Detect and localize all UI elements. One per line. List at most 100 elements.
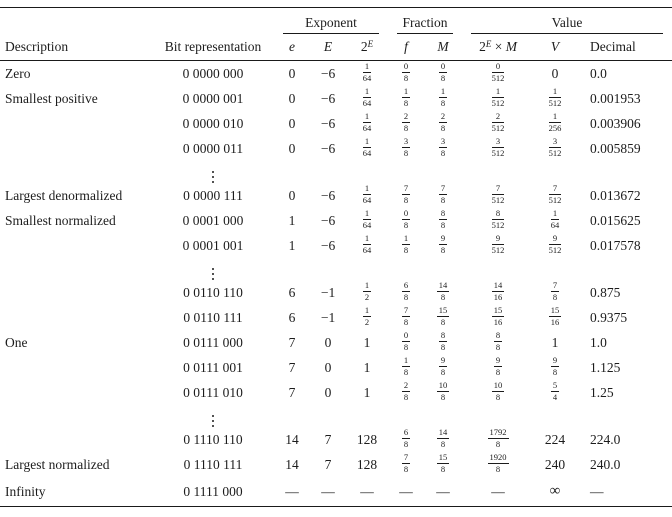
- column-header-V: V: [534, 34, 576, 61]
- cell-desc: Zero: [5, 65, 31, 81]
- group-header-label: Value: [471, 15, 663, 34]
- column-header-e: e: [274, 34, 310, 61]
- cell-e: 14: [285, 431, 299, 447]
- cell-p2EM: 8 512: [491, 207, 505, 230]
- cell-V: 15 16: [548, 304, 562, 327]
- cell-desc: Largest denormalized: [5, 187, 123, 203]
- group-header-fraction: Fraction: [388, 8, 462, 34]
- cell-dec: 240.0: [590, 456, 621, 472]
- cell-M: 10 8: [436, 379, 450, 402]
- cell-V: 224: [544, 431, 566, 447]
- cell-p2E: 1: [363, 384, 371, 400]
- cell-e: 0: [288, 90, 296, 106]
- cell-e: 7: [288, 359, 296, 375]
- cell-bits: 0 0001 001: [182, 237, 244, 253]
- table-body: Zero 0 0000 000 0 −6 1 64 0 8 0 8 0 512 0 0.0 Smallest…: [0, 61, 672, 507]
- cell-dec: 1.0: [590, 334, 607, 350]
- cell-e: 14: [285, 456, 299, 472]
- cell-p2EM: 10 8: [491, 379, 505, 402]
- cell-e: 1: [288, 237, 296, 253]
- cell-V: 1 64: [550, 207, 560, 230]
- cell-E: −1: [320, 284, 336, 300]
- cell-M: 15 8: [436, 451, 450, 474]
- cell-e: 0: [288, 65, 296, 81]
- cell-desc: Smallest normalized: [5, 212, 116, 228]
- cell-E: 0: [324, 334, 332, 350]
- table-row: One 0 0111 000 7 0 1 0 8 8 8 8 8 1 1.0: [0, 330, 672, 355]
- cell-f: —: [399, 483, 413, 499]
- cell-E: −6: [320, 237, 336, 253]
- cell-dec: 0.013672: [590, 187, 641, 203]
- cell-V: ∞: [549, 483, 561, 499]
- cell-E: 7: [324, 456, 332, 472]
- cell-p2E: 1 64: [362, 182, 372, 205]
- cell-bits: [152, 258, 274, 280]
- ellipsis-row: [0, 405, 672, 427]
- cell-V: 1 256: [548, 110, 562, 133]
- cell-p2EM: 3 512: [491, 135, 505, 158]
- cell-bits: 0 0111 010: [183, 384, 243, 400]
- cell-p2EM: 2 512: [491, 110, 505, 133]
- cell-bits: 0 1110 110: [183, 431, 243, 447]
- cell-dec: 0.003906: [590, 115, 641, 131]
- cell-p2E: 1 64: [362, 232, 372, 255]
- cell-dec: 0.9375: [590, 309, 628, 325]
- cell-dec: 1.125: [590, 359, 621, 375]
- cell-desc: [0, 233, 152, 258]
- cell-desc: [0, 305, 152, 330]
- cell-bits: 0 0000 111: [183, 187, 243, 203]
- cell-M: 14 8: [436, 279, 450, 302]
- cell-p2EM: 7 512: [491, 182, 505, 205]
- cell-V: 240: [544, 456, 566, 472]
- cell-V: 3 512: [548, 135, 562, 158]
- column-header-p2E: 2E: [346, 34, 388, 61]
- cell-p2E: 1 64: [362, 110, 372, 133]
- cell-M: —: [436, 483, 450, 499]
- group-header-value: Value: [462, 8, 672, 34]
- cell-e: —: [285, 483, 299, 499]
- cell-e: 6: [288, 284, 296, 300]
- cell-p2E: 1 64: [362, 135, 372, 158]
- column-header-dec: Decimal: [576, 34, 672, 61]
- column-header-desc: Description: [0, 34, 152, 61]
- table-header: Exponent Fraction Value Description Bit repr…: [0, 8, 672, 61]
- cell-desc: [0, 427, 152, 452]
- vertical-ellipsis: [212, 268, 214, 280]
- table-row: Smallest normalized 0 0001 000 1 −6 1 64 0 8 8 8 8…: [0, 208, 672, 233]
- cell-E: −6: [320, 140, 336, 156]
- vertical-ellipsis: [212, 171, 214, 183]
- cell-e: 6: [288, 309, 296, 325]
- cell-p2E: 128: [356, 431, 378, 447]
- column-header-row: Description Bit representation e E 2E f M 2E × …: [0, 34, 672, 61]
- cell-V: 7 512: [548, 182, 562, 205]
- cell-p2E: 1 64: [362, 207, 372, 230]
- cell-E: −6: [320, 187, 336, 203]
- table-row: Largest denormalized 0 0000 111 0 −6 1 64 7 8 7 8…: [0, 183, 672, 208]
- cell-bits: 0 0111 001: [183, 359, 243, 375]
- cell-bits: 0 0111 000: [183, 334, 243, 350]
- cell-bits: 0 0001 000: [182, 212, 244, 228]
- cell-p2E: 1 64: [362, 85, 372, 108]
- table-row: Largest normalized 0 1110 111 14 7 128 7 8 15 8 1…: [0, 452, 672, 477]
- cell-e: 0: [288, 140, 296, 156]
- table-row: 0 0000 011 0 −6 1 64 3 8 3 8 3 512 3 512 0.005859: [0, 136, 672, 161]
- cell-desc: One: [5, 334, 28, 350]
- table-row: Smallest positive 0 0000 001 0 −6 1 64 1 8 1 8 1 51…: [0, 86, 672, 111]
- table-row: 0 0110 111 6 −1 1 2 7 8 15 8 15 16 15 16 0.9375: [0, 305, 672, 330]
- cell-bits: [152, 161, 274, 183]
- column-header-E: E: [310, 34, 346, 61]
